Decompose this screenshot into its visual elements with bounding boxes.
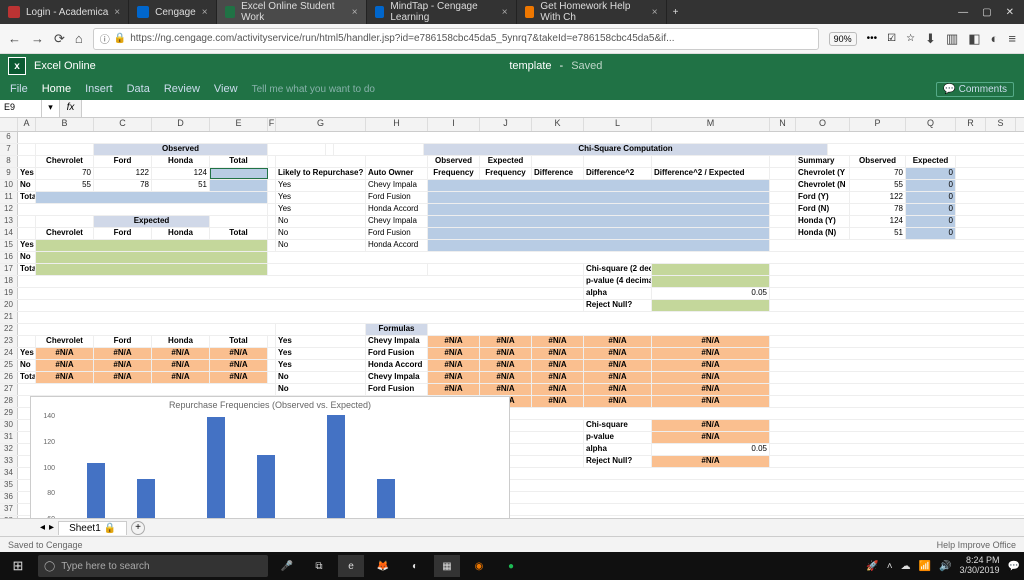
notifications-icon[interactable]: 💬 xyxy=(1008,561,1020,572)
name-dropdown[interactable]: ▾ xyxy=(42,100,60,117)
formula-input[interactable] xyxy=(82,100,1024,117)
doc-name[interactable]: template xyxy=(509,60,551,72)
status-left: Saved to Cengage xyxy=(8,540,83,550)
spreadsheet[interactable]: ABCDEFGHIJKLMNOPQRS 6 7ObservedChi-Squar… xyxy=(0,118,1024,536)
sidebar-icon[interactable]: ◧ xyxy=(968,31,980,47)
start-button[interactable]: ⊞ xyxy=(4,558,32,574)
status-right[interactable]: Help Improve Office xyxy=(937,540,1016,550)
tray-up-icon[interactable]: ˄ xyxy=(887,561,893,572)
comments-button[interactable]: 💬 Comments xyxy=(936,82,1014,97)
menu-icon[interactable]: ≡ xyxy=(1008,31,1016,47)
formula-bar: E9 ▾ fx xyxy=(0,100,1024,118)
close-icon[interactable]: × xyxy=(202,7,208,18)
reload-icon[interactable]: ⟳ xyxy=(54,31,65,47)
app-origin[interactable]: ◉ xyxy=(466,555,492,577)
tab-cengage[interactable]: Cengage× xyxy=(129,0,216,24)
app-firefox[interactable]: 🦊 xyxy=(370,555,396,577)
tab-insert[interactable]: Insert xyxy=(85,83,113,95)
close-window-icon[interactable]: ✕ xyxy=(1006,7,1014,18)
tray-onedrive[interactable]: ☁ xyxy=(901,561,911,572)
chart-repurchase[interactable]: Repurchase Frequencies (Observed vs. Exp… xyxy=(30,396,510,531)
tab-mindtap[interactable]: MindTap - Cengage Learning× xyxy=(367,0,517,24)
tell-me[interactable]: Tell me what you want to do xyxy=(252,84,375,95)
close-icon[interactable]: × xyxy=(502,7,508,18)
url-text: https://ng.cengage.com/activityservice/r… xyxy=(130,33,674,44)
minimize-icon[interactable]: — xyxy=(958,7,968,18)
tab-file[interactable]: File xyxy=(10,83,28,95)
back-icon[interactable]: ← xyxy=(8,31,21,46)
cortana-icon[interactable]: 🎤 xyxy=(274,555,300,577)
save-status: Saved xyxy=(571,60,602,72)
star-icon[interactable]: ☆ xyxy=(906,33,915,44)
app-name: Excel Online xyxy=(34,60,96,72)
app-edge[interactable]: e xyxy=(338,555,364,577)
tab-home[interactable]: Home xyxy=(42,83,71,95)
account-icon[interactable]: ◐ xyxy=(991,31,999,47)
excel-logo-icon: x xyxy=(8,57,26,75)
taskbar-search[interactable]: ◯ Type here to search xyxy=(38,555,268,577)
sheet-tab-1[interactable]: Sheet1 🔒 xyxy=(58,521,127,535)
tab-data[interactable]: Data xyxy=(127,83,150,95)
new-tab-button[interactable]: + xyxy=(667,7,685,18)
tray-sound-icon[interactable]: 🔊 xyxy=(939,561,951,572)
download-icon[interactable]: ⬇ xyxy=(925,31,936,47)
maximize-icon[interactable]: ▢ xyxy=(982,7,991,18)
browser-tabstrip: Login - Academica× Cengage× Excel Online… xyxy=(0,0,1024,24)
tab-homework[interactable]: Get Homework Help With Ch× xyxy=(517,0,667,24)
info-icon: ⓘ xyxy=(100,31,110,46)
app-spotify[interactable]: ● xyxy=(498,555,524,577)
add-sheet-button[interactable]: + xyxy=(131,521,145,535)
close-icon[interactable]: × xyxy=(652,7,658,18)
selected-cell[interactable] xyxy=(210,168,268,179)
name-box[interactable]: E9 xyxy=(0,100,42,117)
status-bar: Saved to Cengage Help Improve Office xyxy=(0,536,1024,552)
close-icon[interactable]: × xyxy=(114,7,120,18)
tab-academica[interactable]: Login - Academica× xyxy=(0,0,129,24)
lock-icon: 🔒 xyxy=(114,33,126,44)
app-epic[interactable]: ▦ xyxy=(434,555,460,577)
close-icon[interactable]: × xyxy=(352,7,358,18)
tray-rocket[interactable]: 🚀 xyxy=(866,561,878,572)
clock[interactable]: 8:24 PM3/30/2019 xyxy=(960,556,1000,576)
sheet-tabs: ◂ ▸ Sheet1 🔒 + xyxy=(0,518,1024,536)
tab-view[interactable]: View xyxy=(214,83,238,95)
home-icon[interactable]: ⌂ xyxy=(75,31,83,46)
fx-icon[interactable]: fx xyxy=(60,100,82,117)
excel-titlebar: x Excel Online template-Saved xyxy=(0,54,1024,78)
zoom-level[interactable]: 90% xyxy=(829,32,857,46)
sheet-nav-next[interactable]: ▸ xyxy=(49,522,54,533)
tab-excel-online[interactable]: Excel Online Student Work× xyxy=(217,0,367,24)
chart-plot: 1401201008060 xyxy=(57,413,499,523)
reader-icon[interactable]: ☑ xyxy=(887,33,896,44)
ribbon: File Home Insert Data Review View Tell m… xyxy=(0,78,1024,100)
sheet-nav-prev[interactable]: ◂ xyxy=(40,522,45,533)
address-bar: ← → ⟳ ⌂ ⓘ 🔒 https://ng.cengage.com/activ… xyxy=(0,24,1024,54)
tray-wifi-icon[interactable]: 📶 xyxy=(919,561,931,572)
library-icon[interactable]: ▥ xyxy=(946,31,958,47)
taskview-icon[interactable]: ⧉ xyxy=(306,555,332,577)
forward-icon[interactable]: → xyxy=(31,31,44,46)
url-input[interactable]: ⓘ 🔒 https://ng.cengage.com/activityservi… xyxy=(93,28,819,50)
tab-review[interactable]: Review xyxy=(164,83,200,95)
app-steam[interactable]: ◐ xyxy=(402,555,428,577)
chart-title: Repurchase Frequencies (Observed vs. Exp… xyxy=(31,397,509,413)
